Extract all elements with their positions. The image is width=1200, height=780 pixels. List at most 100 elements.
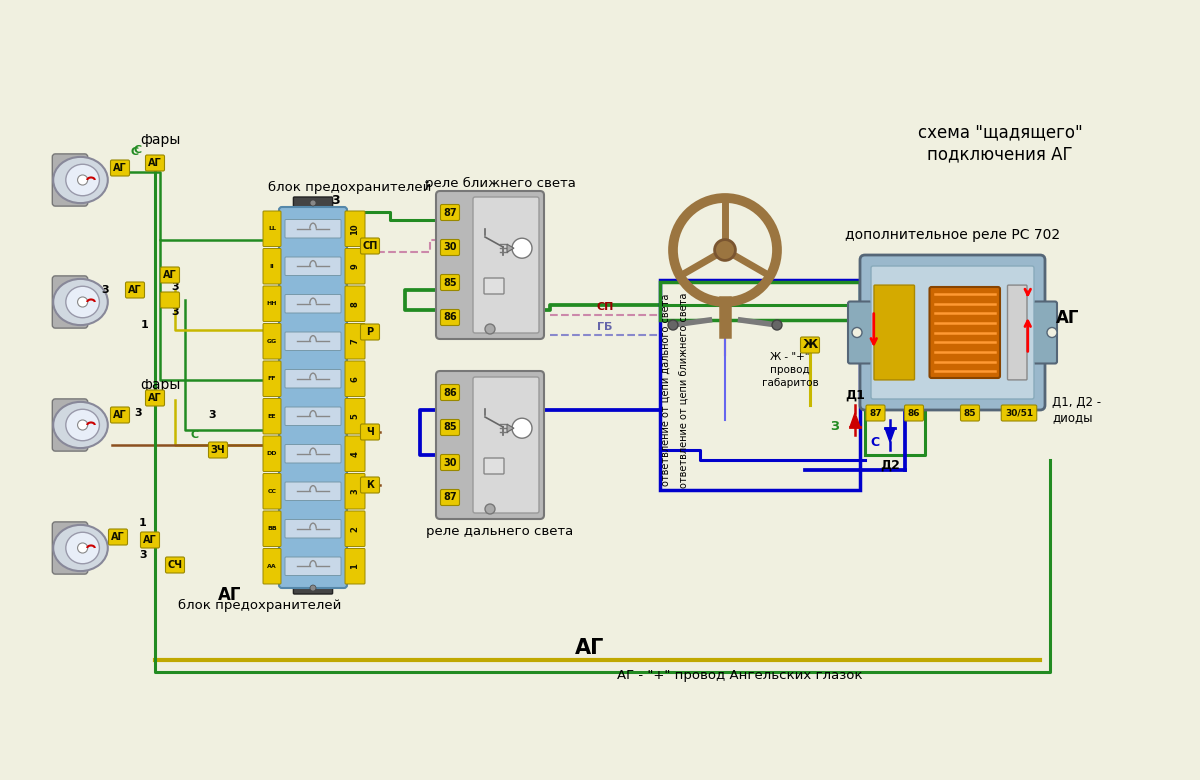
Text: 1: 1: [142, 320, 149, 330]
Text: 1: 1: [350, 563, 360, 569]
Text: С: С: [870, 437, 880, 449]
FancyBboxPatch shape: [905, 405, 924, 421]
FancyBboxPatch shape: [286, 482, 341, 501]
FancyBboxPatch shape: [263, 399, 281, 434]
Ellipse shape: [66, 410, 100, 441]
Text: 9: 9: [350, 264, 360, 269]
FancyBboxPatch shape: [263, 548, 281, 584]
Text: 3: 3: [172, 307, 179, 317]
Circle shape: [512, 418, 532, 438]
FancyBboxPatch shape: [286, 370, 341, 388]
FancyBboxPatch shape: [360, 424, 379, 440]
Text: 86: 86: [443, 313, 457, 322]
Circle shape: [485, 504, 496, 514]
FancyBboxPatch shape: [126, 282, 144, 298]
Text: З: З: [830, 420, 840, 434]
FancyBboxPatch shape: [263, 473, 281, 509]
Text: дополнительное реле РС 702: дополнительное реле РС 702: [845, 228, 1060, 242]
FancyBboxPatch shape: [1008, 285, 1027, 380]
FancyBboxPatch shape: [53, 276, 88, 328]
Text: ответвление от цепи ближнего света: ответвление от цепи ближнего света: [679, 292, 689, 488]
Text: 30: 30: [443, 243, 457, 253]
Ellipse shape: [66, 286, 100, 317]
FancyBboxPatch shape: [286, 557, 341, 576]
Text: АГ: АГ: [148, 393, 162, 403]
FancyBboxPatch shape: [848, 302, 872, 363]
FancyBboxPatch shape: [263, 511, 281, 547]
Text: АГ: АГ: [113, 163, 127, 173]
Text: Р: Р: [366, 327, 373, 337]
FancyBboxPatch shape: [860, 255, 1045, 410]
Text: FF: FF: [268, 376, 276, 381]
FancyBboxPatch shape: [484, 458, 504, 474]
FancyBboxPatch shape: [360, 324, 379, 340]
Text: блок предохранителей: блок предохранителей: [179, 598, 342, 612]
FancyBboxPatch shape: [436, 191, 544, 339]
FancyBboxPatch shape: [53, 522, 88, 574]
FancyBboxPatch shape: [278, 207, 347, 588]
FancyBboxPatch shape: [440, 455, 460, 470]
Text: LL: LL: [268, 226, 276, 231]
Text: 2: 2: [350, 526, 360, 532]
Text: подключения АГ: подключения АГ: [928, 145, 1073, 163]
FancyBboxPatch shape: [209, 442, 228, 458]
FancyBboxPatch shape: [166, 557, 185, 573]
FancyBboxPatch shape: [360, 238, 379, 254]
FancyBboxPatch shape: [360, 477, 379, 493]
Text: фары: фары: [140, 133, 180, 147]
Text: Д1: Д1: [845, 388, 865, 402]
Text: II: II: [270, 264, 275, 269]
Text: схема "щадящего": схема "щадящего": [918, 123, 1082, 141]
Text: СП: СП: [596, 302, 613, 312]
FancyBboxPatch shape: [286, 519, 341, 538]
FancyBboxPatch shape: [346, 399, 365, 434]
FancyBboxPatch shape: [145, 155, 164, 171]
Text: АГ: АГ: [128, 285, 142, 295]
FancyBboxPatch shape: [286, 407, 341, 426]
Circle shape: [310, 585, 316, 591]
Text: блок предохранителей: блок предохранителей: [269, 180, 432, 193]
Text: АГ: АГ: [1056, 309, 1080, 327]
FancyBboxPatch shape: [960, 405, 979, 421]
FancyBboxPatch shape: [473, 197, 539, 333]
Circle shape: [78, 543, 88, 553]
Text: BB: BB: [268, 526, 277, 531]
Text: 3: 3: [172, 282, 179, 292]
Text: 30: 30: [443, 458, 457, 467]
FancyBboxPatch shape: [286, 445, 341, 463]
FancyBboxPatch shape: [1001, 405, 1037, 421]
FancyBboxPatch shape: [110, 407, 130, 423]
Text: 7: 7: [350, 339, 360, 344]
FancyBboxPatch shape: [346, 211, 365, 246]
Ellipse shape: [66, 532, 100, 564]
FancyBboxPatch shape: [436, 371, 544, 519]
FancyBboxPatch shape: [145, 390, 164, 406]
Text: АГ: АГ: [218, 586, 241, 604]
FancyBboxPatch shape: [140, 532, 160, 548]
Text: 8: 8: [350, 301, 360, 307]
Text: С: С: [131, 147, 139, 157]
FancyBboxPatch shape: [263, 249, 281, 284]
FancyBboxPatch shape: [263, 286, 281, 321]
FancyBboxPatch shape: [53, 399, 88, 451]
Text: К: К: [366, 480, 374, 490]
FancyBboxPatch shape: [440, 204, 460, 221]
Polygon shape: [886, 428, 895, 442]
Ellipse shape: [53, 402, 108, 448]
Circle shape: [78, 420, 88, 430]
Text: СЧ: СЧ: [168, 560, 182, 570]
FancyBboxPatch shape: [346, 249, 365, 284]
FancyBboxPatch shape: [800, 337, 820, 353]
FancyBboxPatch shape: [293, 197, 332, 209]
Ellipse shape: [53, 525, 108, 571]
Text: CC: CC: [268, 489, 276, 494]
FancyBboxPatch shape: [263, 361, 281, 396]
FancyBboxPatch shape: [293, 582, 332, 594]
Text: 87: 87: [869, 409, 882, 417]
FancyBboxPatch shape: [473, 377, 539, 513]
Text: Д1, Д2 -
диоды: Д1, Д2 - диоды: [1052, 396, 1102, 424]
FancyBboxPatch shape: [484, 278, 504, 294]
Circle shape: [714, 239, 736, 261]
Text: ЗЧ: ЗЧ: [211, 445, 226, 455]
FancyBboxPatch shape: [286, 219, 341, 238]
